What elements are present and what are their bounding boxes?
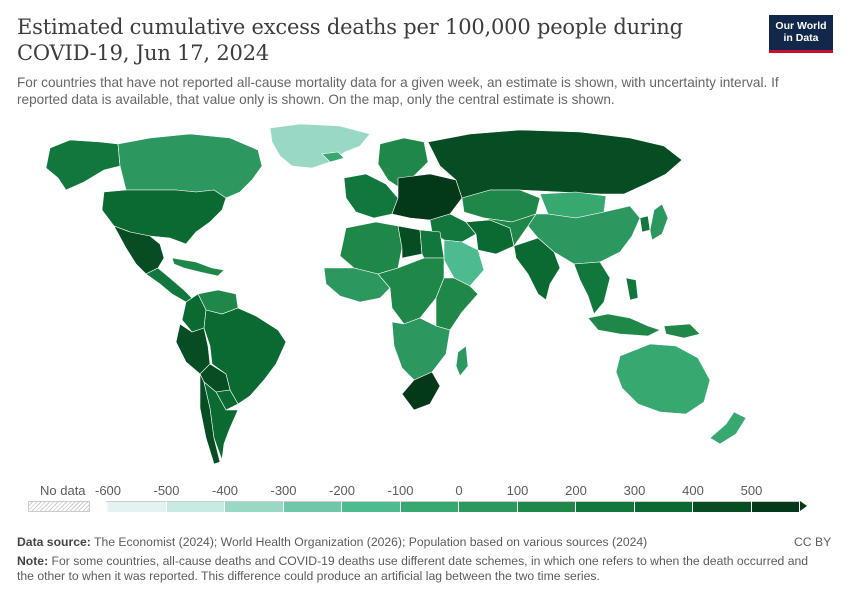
legend-bin <box>342 501 401 512</box>
legend-tick: 0 <box>455 483 463 498</box>
legend-bin <box>108 501 167 512</box>
legend-tick: -600 <box>94 483 122 498</box>
map-region-indonesia[interactable] <box>587 313 661 337</box>
map-region-saudi-arabia[interactable] <box>443 239 485 287</box>
map-region-north-africa[interactable] <box>339 221 403 275</box>
map-region-south-africa[interactable] <box>401 371 441 411</box>
legend-arrow <box>800 501 807 511</box>
legend-bin <box>517 501 576 512</box>
legend-tick: 100 <box>506 483 529 498</box>
map-region-caribbean[interactable] <box>171 257 225 277</box>
data-source: Data source: The Economist (2024); World… <box>17 535 777 549</box>
owid-logo[interactable]: Our World in Data <box>769 15 833 53</box>
legend-tick: -100 <box>387 483 414 498</box>
map-region-mexico[interactable] <box>113 225 165 275</box>
map-region-central-america[interactable] <box>145 267 193 303</box>
map-region-eastern-europe[interactable] <box>391 173 463 221</box>
map-region-alaska[interactable] <box>45 139 121 191</box>
map-region-australia[interactable] <box>615 343 711 415</box>
map-region-southeast-asia[interactable] <box>573 261 611 315</box>
legend-ticks: -600 -500 -400 -300 -200 -100 0 100 200 300 400 500 <box>0 483 850 499</box>
legend-tick: 300 <box>623 483 646 498</box>
map-region-central-asia[interactable] <box>483 213 537 247</box>
legend-tick: -200 <box>328 483 356 498</box>
map-region-libya[interactable] <box>397 225 423 259</box>
world-map[interactable] <box>0 118 850 478</box>
legend-bin <box>400 501 459 512</box>
logo-line-1: Our World <box>775 20 827 32</box>
legend-tick: -500 <box>153 483 180 498</box>
legend-tick: -300 <box>270 483 297 498</box>
note-label: Note: <box>17 554 49 568</box>
map-region-west-africa[interactable] <box>323 267 391 303</box>
map-region-japan[interactable] <box>649 203 669 241</box>
legend-bin <box>634 501 693 512</box>
source-text: The Economist (2024); World Health Organ… <box>90 535 648 549</box>
legend-bar <box>0 501 850 512</box>
legend-tick: 400 <box>682 483 704 498</box>
map-region-east-africa[interactable] <box>435 277 479 331</box>
map-region-egypt[interactable] <box>419 229 445 259</box>
map-region-new-zealand[interactable] <box>709 411 747 445</box>
map-region-canada[interactable] <box>117 133 263 199</box>
map-region-korea[interactable] <box>639 215 651 233</box>
legend-tick: -400 <box>211 483 239 498</box>
map-region-india[interactable] <box>513 237 561 301</box>
legend-bin <box>459 501 518 512</box>
logo-line-2: in Data <box>783 32 819 44</box>
source-label: Data source: <box>17 535 91 549</box>
map-region-papua-new-guinea[interactable] <box>663 323 701 339</box>
legend-bin <box>225 501 284 512</box>
legend-tick: 200 <box>565 483 587 498</box>
legend-bin <box>693 501 752 512</box>
map-region-southern-africa[interactable] <box>391 317 451 381</box>
map-region-greenland[interactable] <box>269 123 371 169</box>
map-region-brazil[interactable] <box>203 307 287 405</box>
legend-bin <box>283 501 342 512</box>
map-region-iceland[interactable] <box>321 151 345 163</box>
chart-subtitle: For countries that have not reported all… <box>17 75 779 107</box>
chart-title: Estimated cumulative excess deaths per 1… <box>17 15 683 65</box>
legend-bin <box>166 501 225 512</box>
map-region-argentina[interactable] <box>203 381 239 461</box>
map-region-madagascar[interactable] <box>455 345 469 377</box>
legend-tick: 500 <box>740 483 763 498</box>
map-region-russia[interactable] <box>427 129 683 199</box>
map-region-philippines[interactable] <box>625 277 639 301</box>
footnote: Note: For some countries, all-cause deat… <box>17 554 817 584</box>
license-link[interactable]: CC BY <box>794 535 832 549</box>
no-data-label: No data <box>40 483 86 498</box>
legend-bin <box>576 501 635 512</box>
color-legend: No data -600 -500 -400 -300 -200 -100 0 100 200 3… <box>0 480 850 520</box>
note-text: For some countries, all-cause deaths and… <box>17 554 809 583</box>
legend-bin <box>751 501 800 512</box>
no-data-swatch <box>28 501 90 512</box>
